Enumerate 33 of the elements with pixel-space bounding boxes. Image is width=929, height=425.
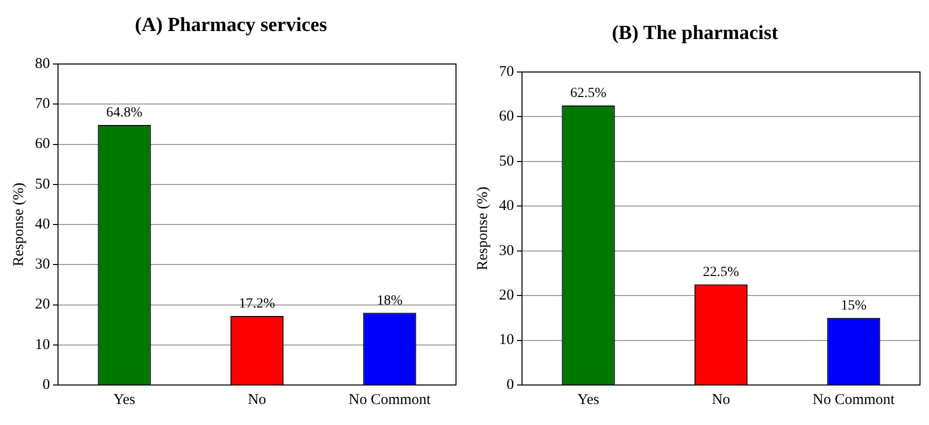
y-tick-label: 50 xyxy=(499,153,514,170)
y-tick-label: 60 xyxy=(499,108,514,125)
data-label: 17.2% xyxy=(238,296,276,312)
y-tick-label: 0 xyxy=(42,376,50,393)
x-tick-label: Yes xyxy=(577,392,600,408)
x-tick-label: No xyxy=(712,392,730,408)
data-label: 64.8% xyxy=(106,106,143,121)
y-tick-label: 30 xyxy=(499,242,514,259)
y-tick-label: 40 xyxy=(499,198,514,214)
y-tick-label: 10 xyxy=(35,336,50,353)
y-axis-title: Response (%) xyxy=(10,182,27,266)
y-tick-label: 70 xyxy=(499,64,514,80)
chart-title: (A) Pharmacy services xyxy=(134,14,328,36)
y-tick-label: 60 xyxy=(35,136,50,152)
chart-title: (B) The pharmacist xyxy=(612,22,778,44)
y-tick-label: 40 xyxy=(35,216,50,232)
data-label: 62.5% xyxy=(570,86,607,102)
x-tick-label: No Commont xyxy=(812,392,896,408)
x-tick-label: Yes xyxy=(113,392,136,408)
y-tick-label: 30 xyxy=(35,256,50,273)
y-tick-label: 80 xyxy=(35,56,50,72)
y-tick-label: 10 xyxy=(499,332,514,348)
data-label: 22.5% xyxy=(702,265,740,280)
y-tick-label: 0 xyxy=(506,376,514,393)
data-label: 18% xyxy=(376,293,403,308)
y-tick-label: 50 xyxy=(35,176,50,192)
y-tick-label: 70 xyxy=(35,96,50,112)
data-label: 15% xyxy=(840,298,867,314)
y-tick-label: 20 xyxy=(35,296,50,313)
x-tick-label: No Commont xyxy=(348,392,432,408)
y-tick-label: 20 xyxy=(499,288,514,304)
y-axis-title: Response (%) xyxy=(474,186,491,270)
x-tick-label: No xyxy=(248,392,266,408)
